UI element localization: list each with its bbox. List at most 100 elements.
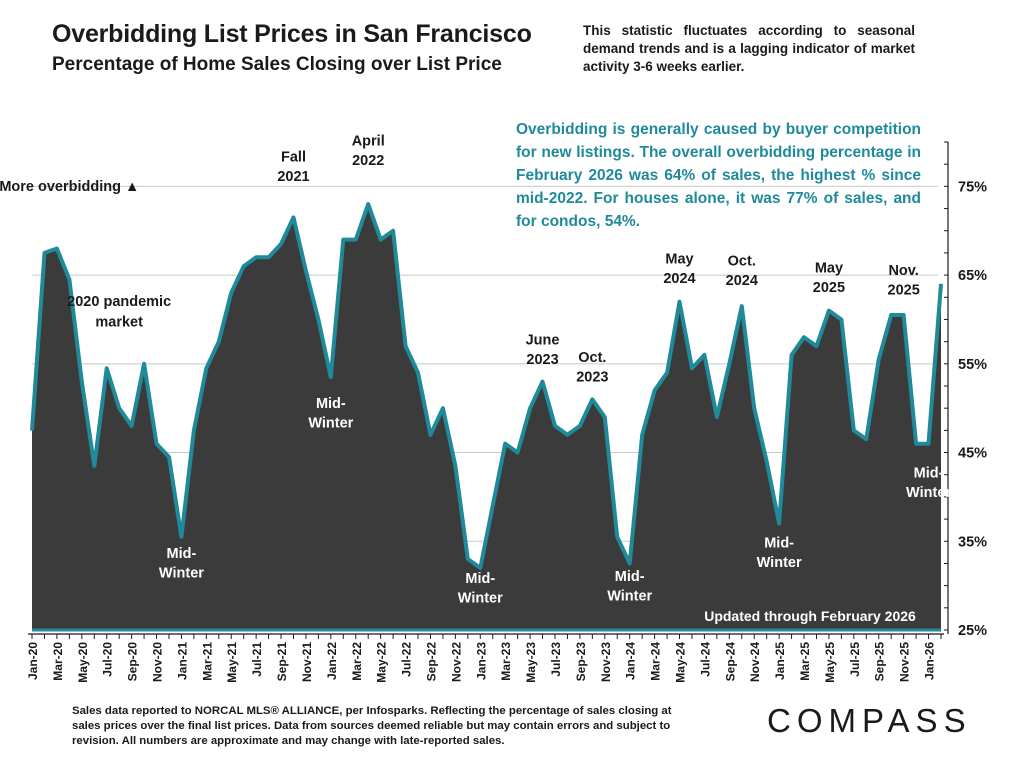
data-point: [541, 381, 544, 383]
annotation-label: May: [665, 252, 693, 268]
data-point: [417, 372, 419, 374]
annotation-label: More overbidding ▲: [0, 179, 139, 195]
annotation-label: 2024: [663, 271, 695, 287]
x-tick-label: Jul-25: [848, 642, 862, 677]
data-point: [81, 381, 83, 383]
data-point: [355, 239, 357, 241]
data-point: [678, 301, 681, 303]
data-point: [218, 341, 220, 343]
data-point: [878, 358, 880, 360]
data-point: [927, 443, 930, 445]
season-label: Mid-: [465, 571, 495, 587]
data-point: [903, 314, 905, 316]
data-point: [367, 203, 369, 205]
annotation-label: 2025: [813, 280, 845, 296]
annotation-label: Nov.: [888, 263, 918, 279]
data-point: [815, 345, 818, 347]
x-tick-label: Jul-22: [400, 642, 414, 677]
data-point: [728, 363, 730, 365]
seasonal-note: This statistic fluctuates according to s…: [583, 23, 915, 74]
data-point: [940, 283, 942, 285]
x-tick-label: May-23: [524, 642, 538, 683]
data-point: [255, 256, 257, 258]
data-point: [106, 367, 108, 369]
season-label: Mid-: [615, 569, 645, 585]
annotation-label: 2022: [352, 153, 384, 169]
x-tick-label: May-21: [225, 642, 239, 683]
x-tick-label: Jan-22: [325, 642, 339, 680]
x-tick-label: May-20: [76, 642, 90, 683]
data-point: [840, 318, 843, 321]
overbidding-explanation: Overbidding is generally caused by buyer…: [516, 121, 921, 230]
data-point: [131, 425, 133, 427]
data-point: [753, 407, 755, 409]
data-point: [666, 372, 668, 374]
x-tick-label: Jul-24: [698, 642, 712, 677]
area-fill: [32, 204, 941, 630]
data-point: [454, 465, 456, 467]
annotation-label: market: [95, 315, 143, 331]
data-point: [529, 407, 531, 409]
annotation-label: 2023: [526, 352, 558, 368]
season-label: Winter: [906, 485, 951, 501]
area-series: [30, 202, 943, 632]
annotation-label: Fall: [281, 150, 306, 166]
data-point: [243, 265, 245, 267]
data-point: [616, 536, 618, 538]
data-point: [691, 367, 693, 369]
season-label: Mid-: [316, 396, 346, 412]
x-tick-label: Mar-24: [649, 642, 663, 681]
data-point: [230, 292, 232, 294]
x-tick-label: May-24: [674, 642, 688, 683]
area-line: [30, 202, 943, 570]
chart-subtitle: Percentage of Home Sales Closing over Li…: [52, 54, 502, 75]
data-point: [330, 376, 332, 378]
x-tick-label: Jan-25: [773, 642, 787, 680]
data-point: [118, 407, 120, 409]
overbidding-area-chart: 25% 35% 45% 55% 65% 75% Jan-20 Mar-20 May-20 Jul…: [0, 134, 987, 683]
x-tick-label: Jan-26: [923, 642, 937, 680]
annotation-label: 2023: [576, 370, 608, 386]
data-point: [654, 389, 656, 391]
data-point: [193, 429, 195, 431]
data-point: [317, 318, 319, 321]
data-point: [853, 429, 855, 431]
x-tick-label: Mar-25: [798, 642, 812, 681]
data-point: [703, 354, 706, 356]
annotations: More overbidding ▲ 2020 pandemic market Fal…: [0, 134, 951, 624]
data-point: [43, 252, 46, 254]
annotation-label: 2024: [726, 273, 758, 289]
data-point: [205, 367, 207, 369]
compass-logo: COMPASS: [767, 702, 972, 739]
data-point: [268, 256, 270, 258]
annotation-label: April: [352, 134, 385, 150]
data-point: [280, 243, 282, 245]
x-tick-label: Jan-24: [624, 642, 638, 680]
data-point: [380, 239, 382, 241]
y-axis: 25% 35% 45% 55% 65% 75%: [944, 141, 987, 639]
x-tick-label: Mar-20: [51, 642, 65, 681]
data-point: [392, 230, 394, 232]
data-point: [292, 216, 295, 218]
annotation-label: May: [815, 260, 843, 276]
data-point: [155, 443, 158, 445]
data-point: [504, 443, 506, 445]
data-point: [741, 305, 743, 307]
x-tick-label: Nov-25: [898, 642, 912, 682]
data-point: [342, 239, 344, 241]
data-point: [93, 465, 95, 467]
annotation-label: 2025: [888, 283, 920, 299]
data-point: [778, 522, 780, 525]
y-tick-label: 35%: [958, 534, 987, 550]
season-label: Winter: [159, 566, 204, 582]
data-point: [865, 438, 867, 440]
x-tick-label: Nov-23: [599, 642, 613, 682]
y-tick-label: 65%: [958, 268, 987, 284]
data-point: [143, 363, 145, 365]
y-tick-label: 55%: [958, 357, 987, 373]
annotation-label: Oct.: [728, 253, 756, 269]
data-point: [492, 505, 494, 507]
x-tick-label: Sep-23: [574, 642, 588, 682]
y-tick-label: 45%: [958, 446, 987, 462]
data-point: [68, 278, 70, 281]
